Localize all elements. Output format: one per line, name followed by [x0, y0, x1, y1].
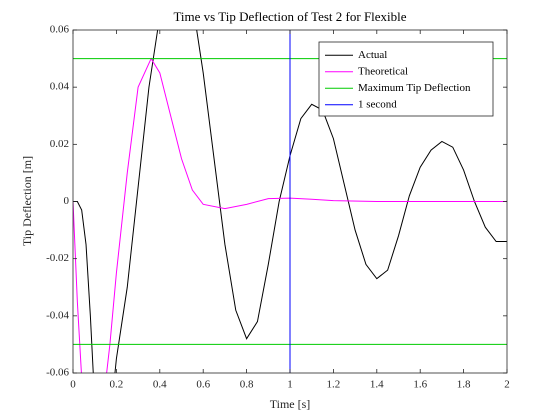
x-tick-label: 1.6 — [413, 379, 427, 391]
legend-label: 1 second — [358, 98, 397, 110]
legend-label: Actual — [358, 49, 387, 61]
x-tick-label: 0.4 — [153, 379, 167, 391]
legend: Actual Theoretical Maximum Tip Deflection 1… — [318, 41, 494, 117]
legend-label: Theoretical — [358, 65, 408, 77]
legend-label: Maximum Tip Deflection — [358, 82, 471, 94]
x-tick-label: 1.2 — [327, 379, 341, 391]
x-tick-label: 0.2 — [110, 379, 124, 391]
y-tick-label: 0.04 — [50, 81, 70, 93]
data-line — [73, 57, 507, 373]
legend-box — [318, 41, 494, 117]
x-tick-label: 2 — [504, 379, 510, 391]
y-tick-label: 0.06 — [50, 24, 70, 36]
x-tick-label: 0.8 — [240, 379, 254, 391]
y-tick-label: -0.06 — [46, 367, 69, 379]
x-tick-label: 0.6 — [196, 379, 210, 391]
x-tick-label: 0 — [70, 379, 76, 391]
y-tick-label: 0 — [64, 195, 70, 207]
data-line — [73, 30, 507, 373]
x-axis-label: Time [s] — [270, 397, 311, 411]
y-tick-label: -0.04 — [46, 309, 69, 321]
x-tick-label: 1 — [287, 379, 293, 391]
y-tick-label: -0.02 — [46, 252, 69, 264]
y-axis-label: Tip Deflection [m] — [20, 156, 34, 246]
y-tick-label: 0.02 — [50, 138, 69, 150]
x-tick-label: 1.4 — [370, 379, 384, 391]
chart-title: Time vs Tip Deflection of Test 2 for Fle… — [173, 9, 406, 24]
x-tick-label: 1.8 — [457, 379, 471, 391]
